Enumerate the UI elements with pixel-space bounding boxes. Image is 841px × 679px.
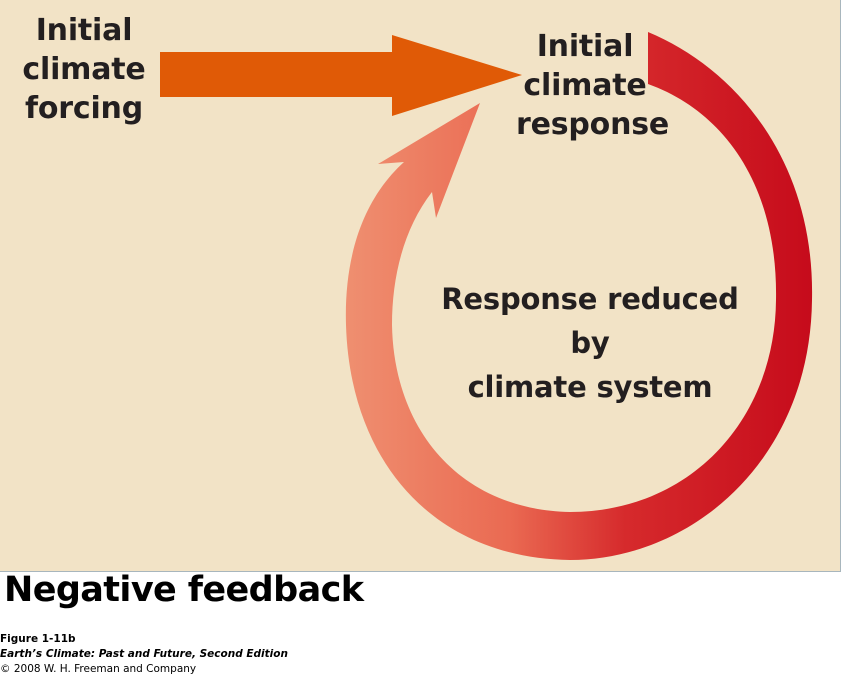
response-reduced-label: Response reduced by climate system: [440, 277, 740, 409]
reduced-label-line: by: [570, 326, 610, 360]
feedback-diagram: [160, 32, 813, 560]
figure-number: Figure 1-11b: [0, 633, 76, 645]
reduced-label-line: Response reduced: [441, 282, 739, 316]
response-label-line: Initial: [536, 29, 634, 64]
forcing-label-line: Initial: [35, 13, 133, 48]
initial-climate-response-label: Initial climate response: [516, 27, 670, 144]
diagram-panel: Initial climate forcing Initial climate …: [0, 0, 841, 572]
reduced-label-line: climate system: [467, 370, 713, 404]
initial-climate-forcing-label: Initial climate forcing: [22, 11, 146, 128]
forcing-label-line: climate: [22, 52, 146, 87]
figure-title: Negative feedback: [4, 570, 364, 610]
response-label-line: response: [516, 107, 670, 142]
response-label-line: climate: [523, 68, 647, 103]
copyright-line: © 2008 W. H. Freeman and Company: [0, 663, 197, 675]
book-title: Earth’s Climate: Past and Future, Second…: [0, 648, 288, 660]
forcing-arrow: [160, 35, 522, 116]
forcing-label-line: forcing: [25, 91, 143, 126]
